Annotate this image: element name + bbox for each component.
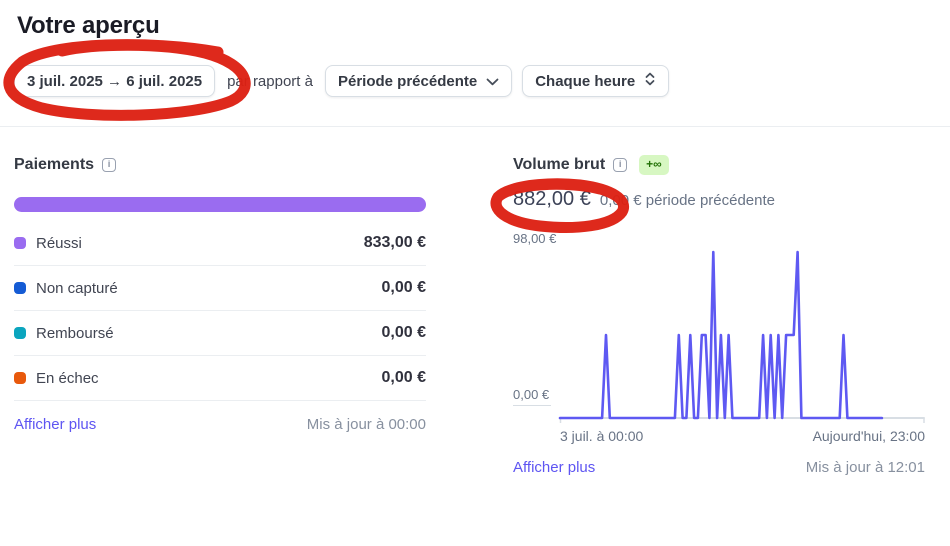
page-title: Votre aperçu bbox=[17, 12, 160, 39]
header-divider bbox=[0, 126, 950, 127]
payments-title: Paiements bbox=[14, 156, 95, 173]
payments-row-failed: En échec 0,00 € bbox=[14, 356, 426, 401]
y-axis-label-max: 98,00 € bbox=[513, 231, 557, 246]
legend-dot-failed bbox=[14, 372, 26, 384]
row-value: 0,00 € bbox=[381, 369, 426, 386]
row-value: 833,00 € bbox=[363, 234, 426, 251]
growth-badge: +∞ bbox=[639, 155, 669, 175]
x-axis-label-start: 3 juil. à 00:00 bbox=[560, 428, 644, 444]
row-label: Réussi bbox=[36, 234, 82, 252]
payments-updated-at: Mis à jour à 00:00 bbox=[306, 416, 426, 433]
y-axis-label-min: 0,00 € bbox=[513, 388, 552, 406]
gross-volume-chart[interactable]: 98,00 € 0,00 € 3 juil. à 00:00 Aujourd'h… bbox=[513, 232, 925, 444]
row-label: Remboursé bbox=[36, 324, 114, 342]
gross-volume-previous: 0,00 € période précédente bbox=[599, 192, 775, 209]
payments-total-bar bbox=[14, 197, 426, 212]
interval-value: Chaque heure bbox=[535, 72, 636, 90]
payments-row-uncaptured: Non capturé 0,00 € bbox=[14, 266, 426, 311]
date-range-button[interactable]: 3 juil. 2025 → 6 juil. 2025 bbox=[14, 65, 216, 97]
legend-dot-uncaptured bbox=[14, 282, 26, 294]
legend-dot-refunded bbox=[14, 327, 26, 339]
row-value: 0,00 € bbox=[381, 324, 426, 341]
select-chevrons-icon bbox=[644, 72, 656, 90]
row-label: Non capturé bbox=[36, 279, 118, 297]
gross-volume-title: Volume brut bbox=[513, 156, 606, 173]
chevron-down-icon bbox=[486, 73, 499, 90]
gross-volume-show-more-link[interactable]: Afficher plus bbox=[513, 459, 596, 476]
payments-row-succeeded: Réussi 833,00 € bbox=[14, 221, 426, 266]
interval-select[interactable]: Chaque heure bbox=[522, 65, 670, 97]
info-icon[interactable]: i bbox=[613, 158, 628, 172]
row-label: En échec bbox=[36, 369, 99, 387]
payments-row-refunded: Remboursé 0,00 € bbox=[14, 311, 426, 356]
overview-controls: 3 juil. 2025 → 6 juil. 2025 par rapport … bbox=[14, 65, 670, 97]
x-axis-label-end: Aujourd'hui, 23:00 bbox=[812, 428, 925, 444]
payments-card: Paiements i Réussi 833,00 € Non capturé … bbox=[14, 155, 426, 476]
gross-volume-updated-at: Mis à jour à 12:01 bbox=[805, 459, 925, 476]
gross-volume-chart-svg bbox=[558, 250, 925, 423]
gross-volume-value: 882,00 € bbox=[513, 188, 591, 210]
info-icon[interactable]: i bbox=[102, 158, 117, 172]
compare-period-value: Période précédente bbox=[337, 72, 478, 90]
gross-volume-card: Volume brut i +∞ 882,00 € 0,00 € période… bbox=[513, 155, 925, 476]
current-period-line bbox=[558, 250, 884, 420]
row-value: 0,00 € bbox=[381, 279, 426, 296]
date-range-label: 3 juil. 2025 → 6 juil. 2025 bbox=[27, 72, 203, 90]
legend-dot-succeeded bbox=[14, 237, 26, 249]
compare-period-select[interactable]: Période précédente bbox=[324, 65, 513, 97]
payments-show-more-link[interactable]: Afficher plus bbox=[14, 416, 97, 433]
compare-label: par rapport à bbox=[227, 72, 313, 90]
